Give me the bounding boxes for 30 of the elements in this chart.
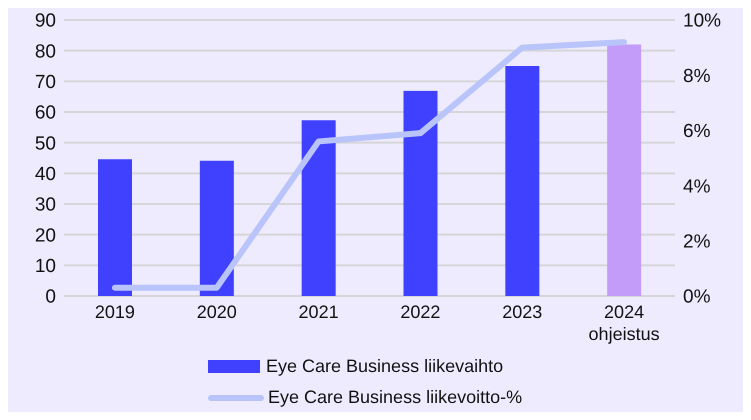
bar xyxy=(200,160,234,296)
y-tick-label: 60 xyxy=(34,102,56,124)
bar xyxy=(404,90,438,296)
y-tick-label: 30 xyxy=(34,194,56,216)
x-tick-label: 2020 xyxy=(196,302,237,322)
y-tick-label: 20 xyxy=(34,225,56,246)
bar xyxy=(607,44,642,296)
x-tick-label: 2021 xyxy=(298,302,339,322)
y-tick-label: 50 xyxy=(34,133,56,154)
y-tick-label: 40 xyxy=(34,164,56,186)
bar xyxy=(505,66,540,296)
y2-tick-label: 4% xyxy=(683,176,711,198)
legend-label: Eye Care Business liikevaihto xyxy=(266,356,504,377)
y-tick-label: 10 xyxy=(34,256,56,278)
y2-tick-label: 2% xyxy=(683,232,711,253)
x-tick-label: 2022 xyxy=(400,302,440,322)
y2-tick-label: 8% xyxy=(683,66,711,87)
x-tick-label: 2019 xyxy=(94,302,135,322)
y-tick-label: 0 xyxy=(45,286,56,308)
bar xyxy=(98,159,132,296)
legend-label: Eye Care Business liikevoitto-% xyxy=(268,387,522,408)
y-tick-label: 80 xyxy=(34,41,56,62)
y-tick-label: 70 xyxy=(34,72,56,94)
y-tick-label: 90 xyxy=(34,10,56,32)
y2-tick-label: 6% xyxy=(683,121,711,142)
x-tick-label: 2023 xyxy=(502,302,542,322)
x-tick-label: 2024 ohjeistus xyxy=(588,302,660,344)
bar xyxy=(302,120,336,296)
y2-tick-label: 10% xyxy=(683,10,722,32)
y2-tick-label: 0% xyxy=(683,286,711,308)
